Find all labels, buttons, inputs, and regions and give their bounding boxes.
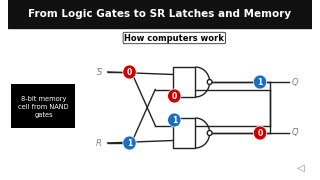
Circle shape xyxy=(168,89,181,103)
Text: S̅: S̅ xyxy=(97,68,102,76)
Circle shape xyxy=(207,80,212,84)
Text: 0: 0 xyxy=(257,129,263,138)
Circle shape xyxy=(123,65,136,79)
Text: ◁: ◁ xyxy=(297,163,305,173)
Circle shape xyxy=(168,113,181,127)
Text: 0: 0 xyxy=(127,68,132,76)
Text: Q̅: Q̅ xyxy=(292,129,298,138)
Circle shape xyxy=(207,130,212,136)
Text: 0: 0 xyxy=(172,91,177,100)
Circle shape xyxy=(253,75,267,89)
Bar xyxy=(173,67,195,97)
Text: 1: 1 xyxy=(257,78,263,87)
Text: From Logic Gates to SR Latches and Memory: From Logic Gates to SR Latches and Memor… xyxy=(28,9,292,19)
Text: 1: 1 xyxy=(172,116,177,125)
Text: Q: Q xyxy=(292,78,298,87)
Circle shape xyxy=(123,136,136,150)
Text: How computers work: How computers work xyxy=(124,33,224,42)
FancyBboxPatch shape xyxy=(12,84,75,128)
Text: 8-bit memory
cell from NAND
gates: 8-bit memory cell from NAND gates xyxy=(19,96,69,118)
Bar xyxy=(8,0,312,28)
Circle shape xyxy=(253,126,267,140)
Bar xyxy=(173,118,195,148)
Text: 1: 1 xyxy=(127,138,132,147)
Text: R: R xyxy=(96,138,102,147)
